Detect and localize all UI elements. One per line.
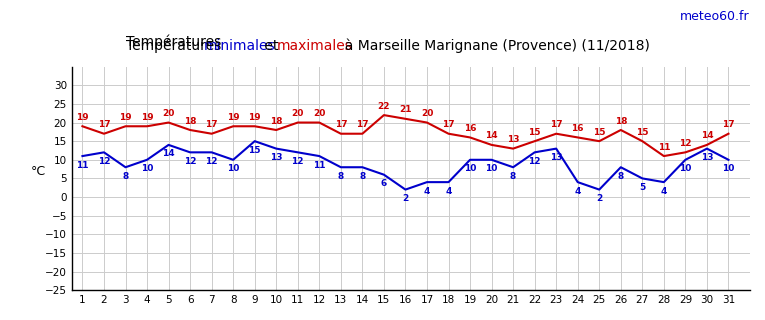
Text: 12: 12 xyxy=(529,157,541,166)
Text: 4: 4 xyxy=(661,187,667,196)
Text: 20: 20 xyxy=(421,109,433,118)
Text: 19: 19 xyxy=(119,113,132,122)
Text: minimales: minimales xyxy=(204,39,275,53)
Text: Températures: Températures xyxy=(126,34,226,49)
Text: 21: 21 xyxy=(399,105,412,114)
Text: 14: 14 xyxy=(162,149,175,158)
Text: 18: 18 xyxy=(270,116,282,125)
Text: 17: 17 xyxy=(205,120,218,129)
Text: 14: 14 xyxy=(701,132,713,140)
Text: 20: 20 xyxy=(291,109,304,118)
Text: 2: 2 xyxy=(596,194,602,203)
Text: 11: 11 xyxy=(313,161,326,170)
Text: 20: 20 xyxy=(162,109,174,118)
Text: 6: 6 xyxy=(381,179,387,188)
Text: 8: 8 xyxy=(337,172,344,181)
Text: 12: 12 xyxy=(291,157,304,166)
Text: 8: 8 xyxy=(510,172,516,181)
Text: 4: 4 xyxy=(445,187,451,196)
Text: 4: 4 xyxy=(575,187,581,196)
Text: 19: 19 xyxy=(227,113,239,122)
Text: 12: 12 xyxy=(205,157,218,166)
Text: 15: 15 xyxy=(529,128,541,137)
Text: 5: 5 xyxy=(640,183,646,192)
Text: 16: 16 xyxy=(571,124,584,133)
Text: 12: 12 xyxy=(679,139,692,148)
Text: 11: 11 xyxy=(658,143,670,152)
Y-axis label: °C: °C xyxy=(31,165,45,179)
Text: 17: 17 xyxy=(722,120,734,129)
Text: 10: 10 xyxy=(679,164,692,173)
Text: 13: 13 xyxy=(550,153,562,162)
Text: 15: 15 xyxy=(249,146,261,155)
Text: 13: 13 xyxy=(701,153,713,162)
Text: 13: 13 xyxy=(270,153,282,162)
Text: 15: 15 xyxy=(593,128,606,137)
Text: Températures: Températures xyxy=(126,39,226,53)
Text: 15: 15 xyxy=(636,128,649,137)
Text: 14: 14 xyxy=(485,132,498,140)
Text: 17: 17 xyxy=(356,120,369,129)
Text: 20: 20 xyxy=(313,109,325,118)
Text: meteo60.fr: meteo60.fr xyxy=(680,10,750,23)
Text: 10: 10 xyxy=(141,164,153,173)
Text: 8: 8 xyxy=(617,172,624,181)
Text: maximales: maximales xyxy=(276,39,353,53)
Text: 10: 10 xyxy=(722,164,734,173)
Text: 19: 19 xyxy=(249,113,261,122)
Text: 13: 13 xyxy=(507,135,519,144)
Text: 2: 2 xyxy=(402,194,409,203)
Text: 19: 19 xyxy=(76,113,89,122)
Text: 22: 22 xyxy=(378,102,390,111)
Text: 17: 17 xyxy=(442,120,455,129)
Text: 10: 10 xyxy=(227,164,239,173)
Text: 17: 17 xyxy=(334,120,347,129)
Text: 4: 4 xyxy=(424,187,430,196)
Text: 19: 19 xyxy=(141,113,153,122)
Text: 10: 10 xyxy=(486,164,498,173)
Text: 18: 18 xyxy=(184,116,197,125)
Text: à Marseille Marignane (Provence) (11/2018): à Marseille Marignane (Provence) (11/201… xyxy=(336,39,649,53)
Text: 17: 17 xyxy=(98,120,110,129)
Text: et: et xyxy=(259,39,282,53)
Text: 18: 18 xyxy=(614,116,627,125)
Text: 11: 11 xyxy=(76,161,89,170)
Text: 10: 10 xyxy=(464,164,477,173)
Text: 8: 8 xyxy=(360,172,366,181)
Text: 16: 16 xyxy=(464,124,477,133)
Text: 12: 12 xyxy=(184,157,197,166)
Text: 8: 8 xyxy=(122,172,129,181)
Text: 12: 12 xyxy=(98,157,110,166)
Text: 17: 17 xyxy=(550,120,562,129)
